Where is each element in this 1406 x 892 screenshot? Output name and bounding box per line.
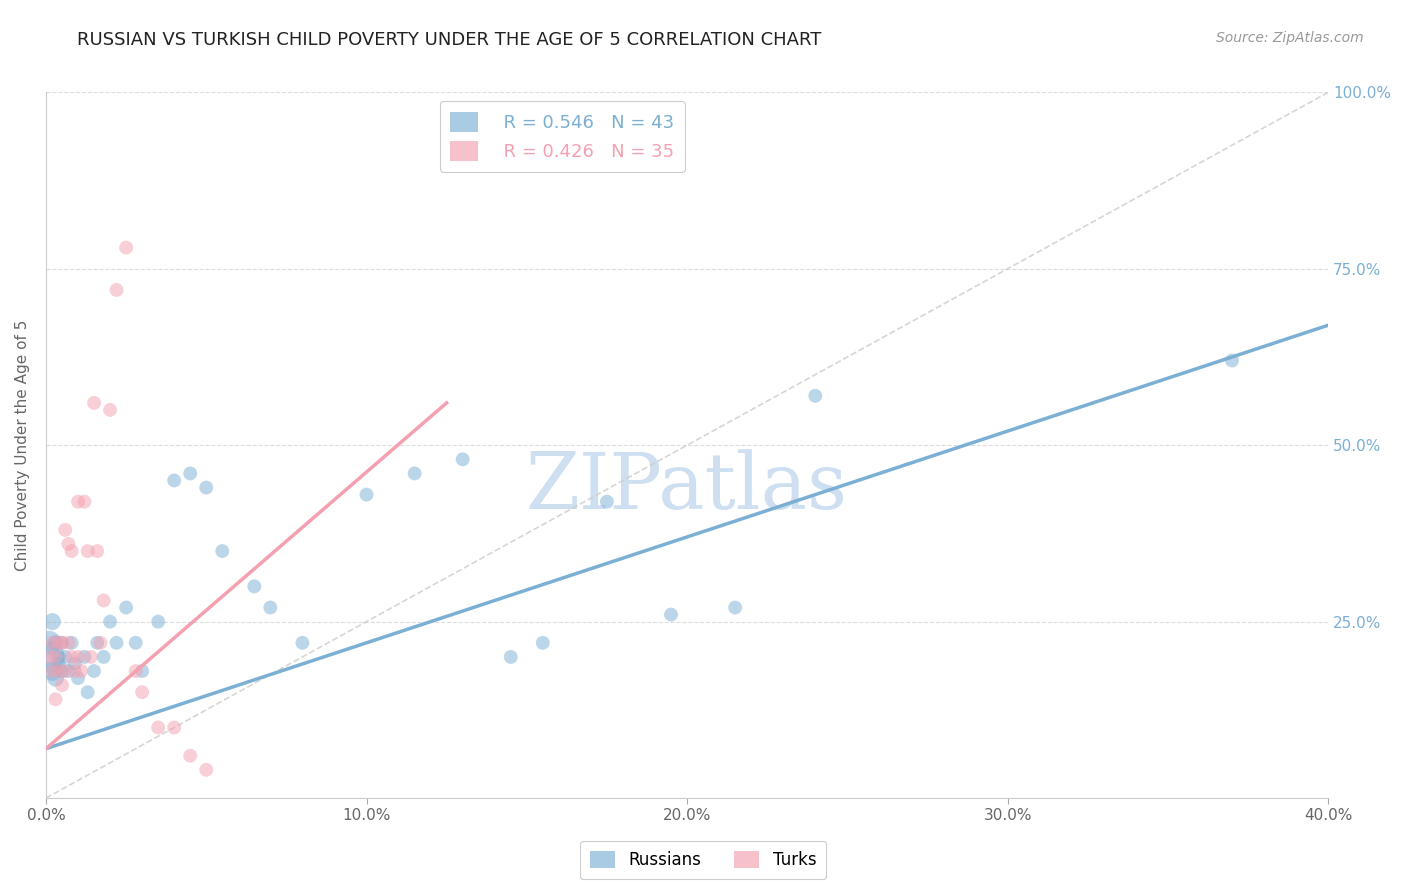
Legend:   R = 0.546   N = 43,   R = 0.426   N = 35: R = 0.546 N = 43, R = 0.426 N = 35: [440, 102, 685, 172]
Point: [195, 481, 218, 495]
Point: [73, 649, 96, 664]
Point: [53, 664, 76, 678]
Point: [596, 494, 619, 508]
Point: [105, 283, 128, 297]
Point: [115, 600, 138, 615]
Point: [76, 544, 98, 558]
Point: [48, 636, 70, 650]
Point: [93, 649, 115, 664]
Point: [41, 664, 63, 678]
Point: [60, 649, 83, 664]
Point: [48, 664, 70, 678]
Point: [146, 615, 169, 629]
Point: [125, 636, 148, 650]
Point: [356, 487, 378, 501]
Text: RUSSIAN VS TURKISH CHILD POVERTY UNDER THE AGE OF 5 CORRELATION CHART: RUSSIAN VS TURKISH CHILD POVERTY UNDER T…: [77, 31, 821, 49]
Point: [41, 615, 63, 629]
Point: [66, 649, 89, 664]
Point: [211, 544, 233, 558]
Point: [45, 636, 67, 650]
Point: [163, 721, 186, 735]
Point: [531, 636, 554, 650]
Point: [146, 721, 169, 735]
Y-axis label: Child Poverty Under the Age of 5: Child Poverty Under the Age of 5: [15, 319, 30, 571]
Point: [105, 636, 128, 650]
Point: [58, 636, 80, 650]
Point: [125, 664, 148, 678]
Point: [195, 763, 218, 777]
Point: [38, 649, 60, 664]
Point: [41, 664, 63, 678]
Point: [63, 664, 86, 678]
Point: [48, 657, 70, 671]
Point: [86, 636, 108, 650]
Point: [83, 396, 105, 410]
Point: [63, 657, 86, 671]
Point: [66, 494, 89, 508]
Point: [659, 607, 682, 622]
Point: [41, 636, 63, 650]
Point: [163, 474, 186, 488]
Point: [53, 649, 76, 664]
Point: [58, 537, 80, 551]
Point: [53, 523, 76, 537]
Point: [83, 664, 105, 678]
Point: [243, 579, 266, 593]
Point: [291, 636, 314, 650]
Point: [51, 664, 73, 678]
Point: [98, 615, 121, 629]
Point: [259, 600, 281, 615]
Point: [66, 671, 89, 685]
Point: [38, 636, 60, 650]
Text: ZIPatlas: ZIPatlas: [526, 450, 848, 525]
Point: [86, 544, 108, 558]
Point: [1220, 353, 1243, 368]
Point: [89, 636, 111, 650]
Point: [404, 467, 426, 481]
Point: [58, 664, 80, 678]
Point: [60, 544, 83, 558]
Point: [179, 748, 201, 763]
Point: [93, 593, 115, 607]
Point: [73, 494, 96, 508]
Point: [451, 452, 474, 467]
Text: Source: ZipAtlas.com: Source: ZipAtlas.com: [1216, 31, 1364, 45]
Point: [51, 636, 73, 650]
Point: [60, 636, 83, 650]
Point: [115, 241, 138, 255]
Point: [45, 649, 67, 664]
Point: [98, 403, 121, 417]
Point: [724, 600, 747, 615]
Point: [76, 685, 98, 699]
Point: [48, 649, 70, 664]
Point: [45, 671, 67, 685]
Point: [51, 636, 73, 650]
Point: [179, 467, 201, 481]
Point: [80, 649, 103, 664]
Point: [38, 649, 60, 664]
Point: [45, 692, 67, 706]
Point: [51, 678, 73, 692]
Point: [499, 649, 522, 664]
Legend: Russians, Turks: Russians, Turks: [579, 841, 827, 880]
Point: [70, 664, 93, 678]
Point: [131, 685, 153, 699]
Point: [804, 389, 827, 403]
Point: [131, 664, 153, 678]
